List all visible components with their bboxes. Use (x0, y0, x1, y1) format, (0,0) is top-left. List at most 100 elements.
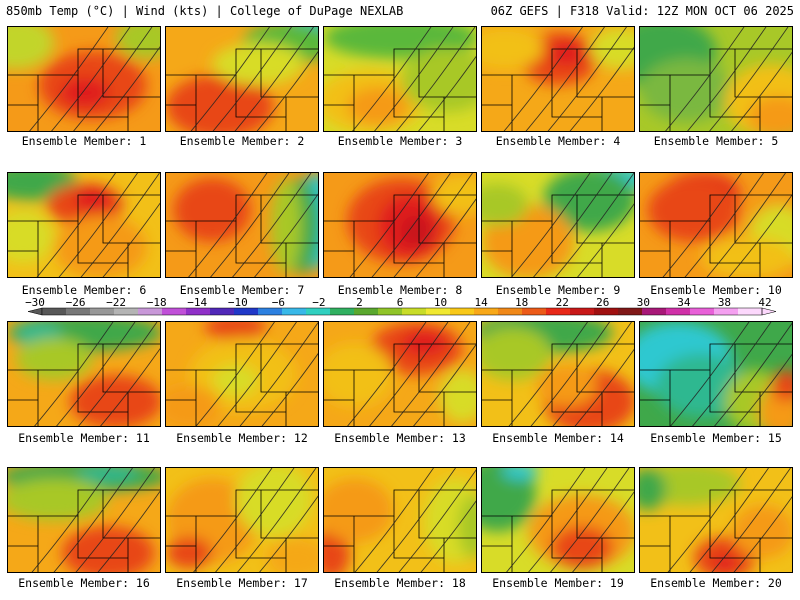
temperature-region (347, 87, 409, 126)
ensemble-member-label: Ensemble Member: 17 (176, 576, 308, 590)
colorbar-swatch (426, 308, 451, 315)
ensemble-map-panel (165, 26, 319, 132)
temperature-region (166, 536, 213, 569)
colorbar-tick-label: 14 (474, 296, 488, 309)
state-boundaries (166, 48, 318, 131)
colorbar-tick-label: 38 (718, 296, 731, 309)
temperature-field-map (324, 468, 476, 572)
temperature-region (401, 330, 448, 356)
state-boundaries (324, 489, 476, 572)
temperature-field-map (482, 27, 634, 131)
colorbar-tick-label: 34 (677, 296, 691, 309)
ensemble-map-panel (639, 172, 793, 278)
ensemble-map-panel (165, 321, 319, 427)
colorbar-tick-label: −22 (106, 296, 126, 309)
temperature-region (212, 364, 259, 397)
temperature-region (401, 48, 476, 112)
temperature-region (482, 183, 529, 226)
colorbar-swatch (714, 308, 739, 315)
temperature-region (173, 178, 251, 242)
ensemble-member-label: Ensemble Member: 4 (495, 134, 621, 148)
temperature-region (457, 494, 476, 559)
state-boundaries (8, 48, 160, 131)
colorbar-tick-label: −26 (66, 296, 86, 309)
ensemble-member-label: Ensemble Member: 20 (650, 576, 782, 590)
ensemble-map-panel (7, 321, 161, 427)
temperature-field-map (166, 322, 318, 426)
state-boundaries (640, 489, 792, 572)
state-boundaries (482, 489, 634, 572)
ensemble-member-label: Ensemble Member: 2 (179, 134, 305, 148)
ensemble-member-label: Ensemble Member: 7 (179, 283, 305, 297)
temperature-region (701, 236, 792, 277)
temperature-region (270, 178, 302, 274)
ensemble-member-label: Ensemble Member: 15 (650, 431, 782, 445)
temperature-field-map (166, 173, 318, 277)
colorbar-tick-label: 6 (397, 296, 404, 309)
colorbar-swatch (570, 308, 595, 315)
temperature-region (482, 27, 544, 70)
state-boundaries (166, 343, 318, 426)
state-boundaries (166, 194, 318, 277)
temperature-region (747, 95, 792, 131)
ensemble-member-label: Ensemble Member: 6 (21, 283, 147, 297)
temperature-region (324, 478, 394, 543)
header: 850mb Temp (°C) | Wind (kts) | College o… (0, 0, 800, 22)
temperature-region (502, 468, 539, 480)
temperature-field-map (482, 468, 634, 572)
ensemble-member-label: Ensemble Member: 9 (495, 283, 621, 297)
temperature-region (712, 554, 738, 572)
height-contours (193, 468, 318, 572)
height-contours (506, 468, 634, 572)
state-boundaries (8, 194, 160, 277)
temperature-region (77, 468, 139, 482)
temperature-field-map (324, 27, 476, 131)
temperature-field-map (166, 27, 318, 131)
temperature-field-map (8, 468, 160, 572)
temperature-field-map (482, 173, 634, 277)
height-contours (31, 468, 160, 572)
colorbar-tick-label: −14 (187, 296, 207, 309)
temperature-region (74, 186, 112, 213)
ensemble-map-panel (323, 467, 477, 573)
height-contours (349, 173, 476, 277)
ensemble-member-label: Ensemble Member: 10 (650, 283, 782, 297)
temperature-region (54, 215, 147, 277)
colorbar-tick-label: −10 (228, 296, 248, 309)
temperature-region (266, 536, 318, 572)
temperature-region (115, 27, 160, 59)
colorbar-swatch (738, 308, 763, 315)
temperature-colorbar: −30 −26 −22 −18 −14 −10 −6 −2 2 6 10 14 18 22 26 30 34 38… (25, 296, 777, 316)
height-contours (190, 27, 318, 131)
temperature-region (647, 178, 741, 242)
colorbar-tick-label: 42 (758, 296, 771, 309)
temperature-field-map (8, 27, 160, 131)
temperature-field-map (8, 322, 160, 426)
colorbar-swatch (354, 308, 379, 315)
temperature-region (482, 327, 552, 381)
ensemble-member-label: Ensemble Member: 12 (176, 431, 308, 445)
colorbar-swatch (186, 308, 211, 315)
colorbar-swatch (642, 308, 667, 315)
temperature-region (69, 375, 160, 426)
colorbar-tick-label: −30 (25, 296, 45, 309)
temperature-field-map (640, 173, 792, 277)
colorbar-tick-label: 18 (515, 296, 528, 309)
colorbar-swatch (546, 308, 571, 315)
colorbar-swatch (90, 308, 115, 315)
colorbar-swatch (498, 308, 523, 315)
ensemble-map-panel (7, 172, 161, 278)
header-run-info: 06Z GEFS | F318 Valid: 12Z MON OCT 06 20… (490, 4, 794, 18)
temperature-region (8, 478, 109, 521)
colorbar-swatch (306, 308, 331, 315)
ensemble-member-label: Ensemble Member: 16 (18, 576, 150, 590)
height-contours (670, 322, 792, 426)
colorbar-tick-label: 2 (356, 296, 363, 309)
temperature-region (770, 369, 792, 402)
colorbar-max-arrow (761, 307, 777, 316)
state-boundaries (324, 48, 476, 131)
ensemble-map-panel (639, 321, 793, 427)
height-contours (36, 173, 160, 277)
temperature-field-map (324, 173, 476, 277)
